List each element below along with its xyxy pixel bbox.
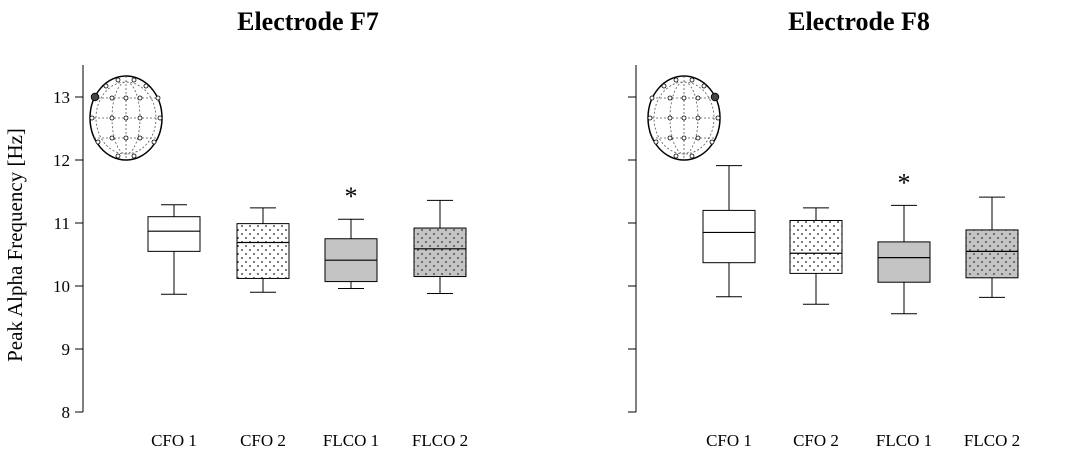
y-tick-label: 12 [53, 151, 70, 170]
head-montage-icon [647, 75, 721, 161]
boxes [147, 199, 467, 295]
box-iqr [965, 229, 1019, 279]
box-cfo-1 [702, 165, 756, 298]
significance-asterisk: * [345, 182, 358, 211]
electrode-f7-marker [90, 92, 100, 102]
panel-title: Electrode F8 [788, 7, 930, 36]
panel-electrode-f8: Electrode F8 CFO 1 CFO 2 FLCO 1 FLCO 2 * [628, 7, 1020, 450]
x-tick-label: FLCO 2 [412, 431, 468, 450]
panel-title: Electrode F7 [237, 7, 379, 36]
box-iqr [413, 227, 467, 278]
y-axis-label: Peak Alpha Frequency [Hz] [3, 128, 27, 362]
box-iqr [147, 216, 201, 252]
boxes [702, 165, 1019, 315]
y-ticks: 8 9 10 11 12 13 [53, 88, 83, 422]
x-tick-label: CFO 2 [793, 431, 839, 450]
panel-electrode-f7: Electrode F7 8 9 10 11 12 13 CFO 1 CFO 2 FLCO 1… [53, 7, 468, 450]
box-iqr [702, 209, 756, 264]
annotations: * [898, 168, 911, 197]
x-tick-labels: CFO 1 CFO 2 FLCO 1 FLCO 2 [151, 431, 468, 450]
x-tick-label: CFO 1 [151, 431, 197, 450]
y-tick-label: 10 [53, 277, 70, 296]
y-tick-label: 8 [62, 403, 71, 422]
y-tick-label: 13 [53, 88, 70, 107]
box-iqr [789, 219, 843, 274]
significance-asterisk: * [898, 168, 911, 197]
box-cfo-1 [147, 204, 201, 295]
y-tick-label: 11 [54, 214, 70, 233]
x-tick-label: FLCO 1 [323, 431, 379, 450]
box-iqr [236, 223, 290, 279]
y-ticks [628, 96, 636, 413]
box-cfo-2 [789, 207, 843, 305]
x-tick-label: CFO 1 [706, 431, 752, 450]
box-flco-2 [413, 199, 467, 295]
x-tick-labels: CFO 1 CFO 2 FLCO 1 FLCO 2 [706, 431, 1020, 450]
box-flco-1 [324, 218, 378, 290]
annotations: * [345, 182, 358, 211]
x-tick-label: FLCO 1 [876, 431, 932, 450]
box-flco-1 [877, 204, 931, 315]
electrode-f8-marker [710, 92, 720, 102]
box-cfo-2 [236, 207, 290, 293]
y-tick-label: 9 [62, 340, 71, 359]
box-iqr [877, 241, 931, 283]
x-tick-label: FLCO 2 [964, 431, 1020, 450]
box-flco-2 [965, 196, 1019, 298]
head-montage-icon [89, 75, 163, 161]
x-tick-label: CFO 2 [240, 431, 286, 450]
